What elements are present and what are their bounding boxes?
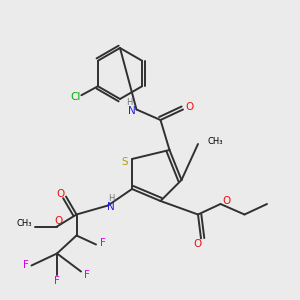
Text: F: F: [84, 269, 90, 280]
Text: O: O: [194, 239, 202, 249]
Text: F: F: [100, 238, 106, 248]
Text: F: F: [54, 275, 60, 286]
Text: N: N: [128, 106, 136, 116]
Text: H: H: [108, 194, 114, 203]
Text: S: S: [121, 157, 128, 167]
Text: O: O: [222, 196, 231, 206]
Text: O: O: [54, 216, 63, 226]
Text: O: O: [56, 189, 65, 199]
Text: CH₃: CH₃: [207, 136, 223, 146]
Text: Cl: Cl: [70, 92, 81, 102]
Text: O: O: [185, 101, 193, 112]
Text: H: H: [126, 98, 132, 107]
Text: F: F: [22, 260, 28, 271]
Text: N: N: [107, 202, 115, 212]
Text: CH₃: CH₃: [16, 219, 32, 228]
